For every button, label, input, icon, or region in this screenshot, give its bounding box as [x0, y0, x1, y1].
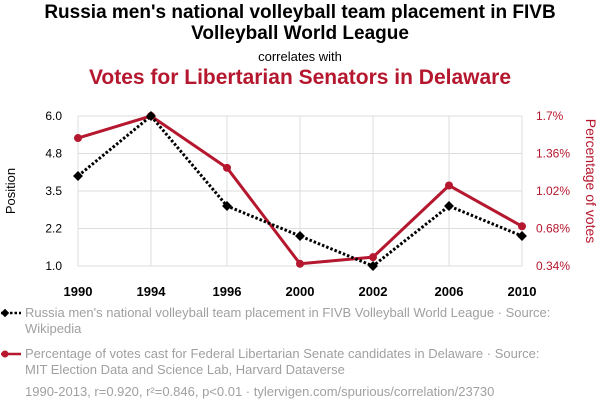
- series1-point: [146, 111, 156, 121]
- y-tick-label-right: 1.02%: [536, 184, 570, 198]
- y-axis-label-right: Percentage of votes: [583, 119, 599, 244]
- x-tick-label: 1994: [137, 284, 167, 299]
- legend-label-series1: Russia men's national volleyball team pl…: [25, 305, 551, 336]
- y-tick-label-left: 2.2: [45, 222, 62, 236]
- x-tick-label: 2000: [286, 284, 315, 299]
- y-axis-label-left: Position: [3, 168, 18, 214]
- series2-point: [369, 253, 377, 262]
- chart-subtitle: Votes for Libertarian Senators in Delawa…: [88, 66, 512, 89]
- series1-point: [517, 231, 527, 241]
- y-tick-label-right: 1.7%: [536, 109, 564, 123]
- chart-title: Russia men's national volleyball team pl…: [44, 2, 556, 44]
- legend-label-series2: Percentage of votes cast for Federal Lib…: [25, 346, 540, 377]
- series2-point: [296, 259, 304, 268]
- y-tick-label-left: 1.0: [45, 259, 62, 273]
- series2-point: [74, 134, 82, 143]
- correlates-label: correlates with: [258, 49, 342, 64]
- footer-stats: 1990-2013, r=0.920, r²=0.846, p<0.01 · t…: [25, 384, 495, 399]
- series2-point: [518, 222, 526, 231]
- x-tick-label: 2002: [359, 284, 388, 299]
- series1-point: [73, 171, 83, 181]
- series2-point: [223, 163, 231, 172]
- x-tick-label: 2006: [435, 284, 464, 299]
- y-tick-label-right: 0.34%: [536, 259, 570, 273]
- legend-swatch-series1: [0, 308, 21, 318]
- legend-swatch-series2: [1, 350, 21, 358]
- series1-point: [222, 201, 232, 211]
- axes: 1.0 0.34% 2.2 0.68% 3.5 1.02% 4.8 1.36% 6.0 1.7% 1…: [45, 109, 570, 299]
- y-tick-label-left: 6.0: [45, 109, 62, 123]
- x-tick-label: 2010: [508, 284, 537, 299]
- gridlines: [77, 115, 523, 267]
- series2-point: [445, 181, 453, 190]
- y-tick-label-left: 3.5: [45, 184, 62, 198]
- x-tick-label: 1990: [64, 284, 93, 299]
- series-lines: [73, 111, 527, 271]
- x-tick-label: 1996: [213, 284, 242, 299]
- series1-point: [295, 231, 305, 241]
- y-tick-label-right: 0.68%: [536, 222, 570, 236]
- series1-point: [368, 261, 378, 271]
- y-tick-label-right: 1.36%: [536, 147, 570, 161]
- series1-point: [444, 201, 454, 211]
- y-tick-label-left: 4.8: [45, 147, 62, 161]
